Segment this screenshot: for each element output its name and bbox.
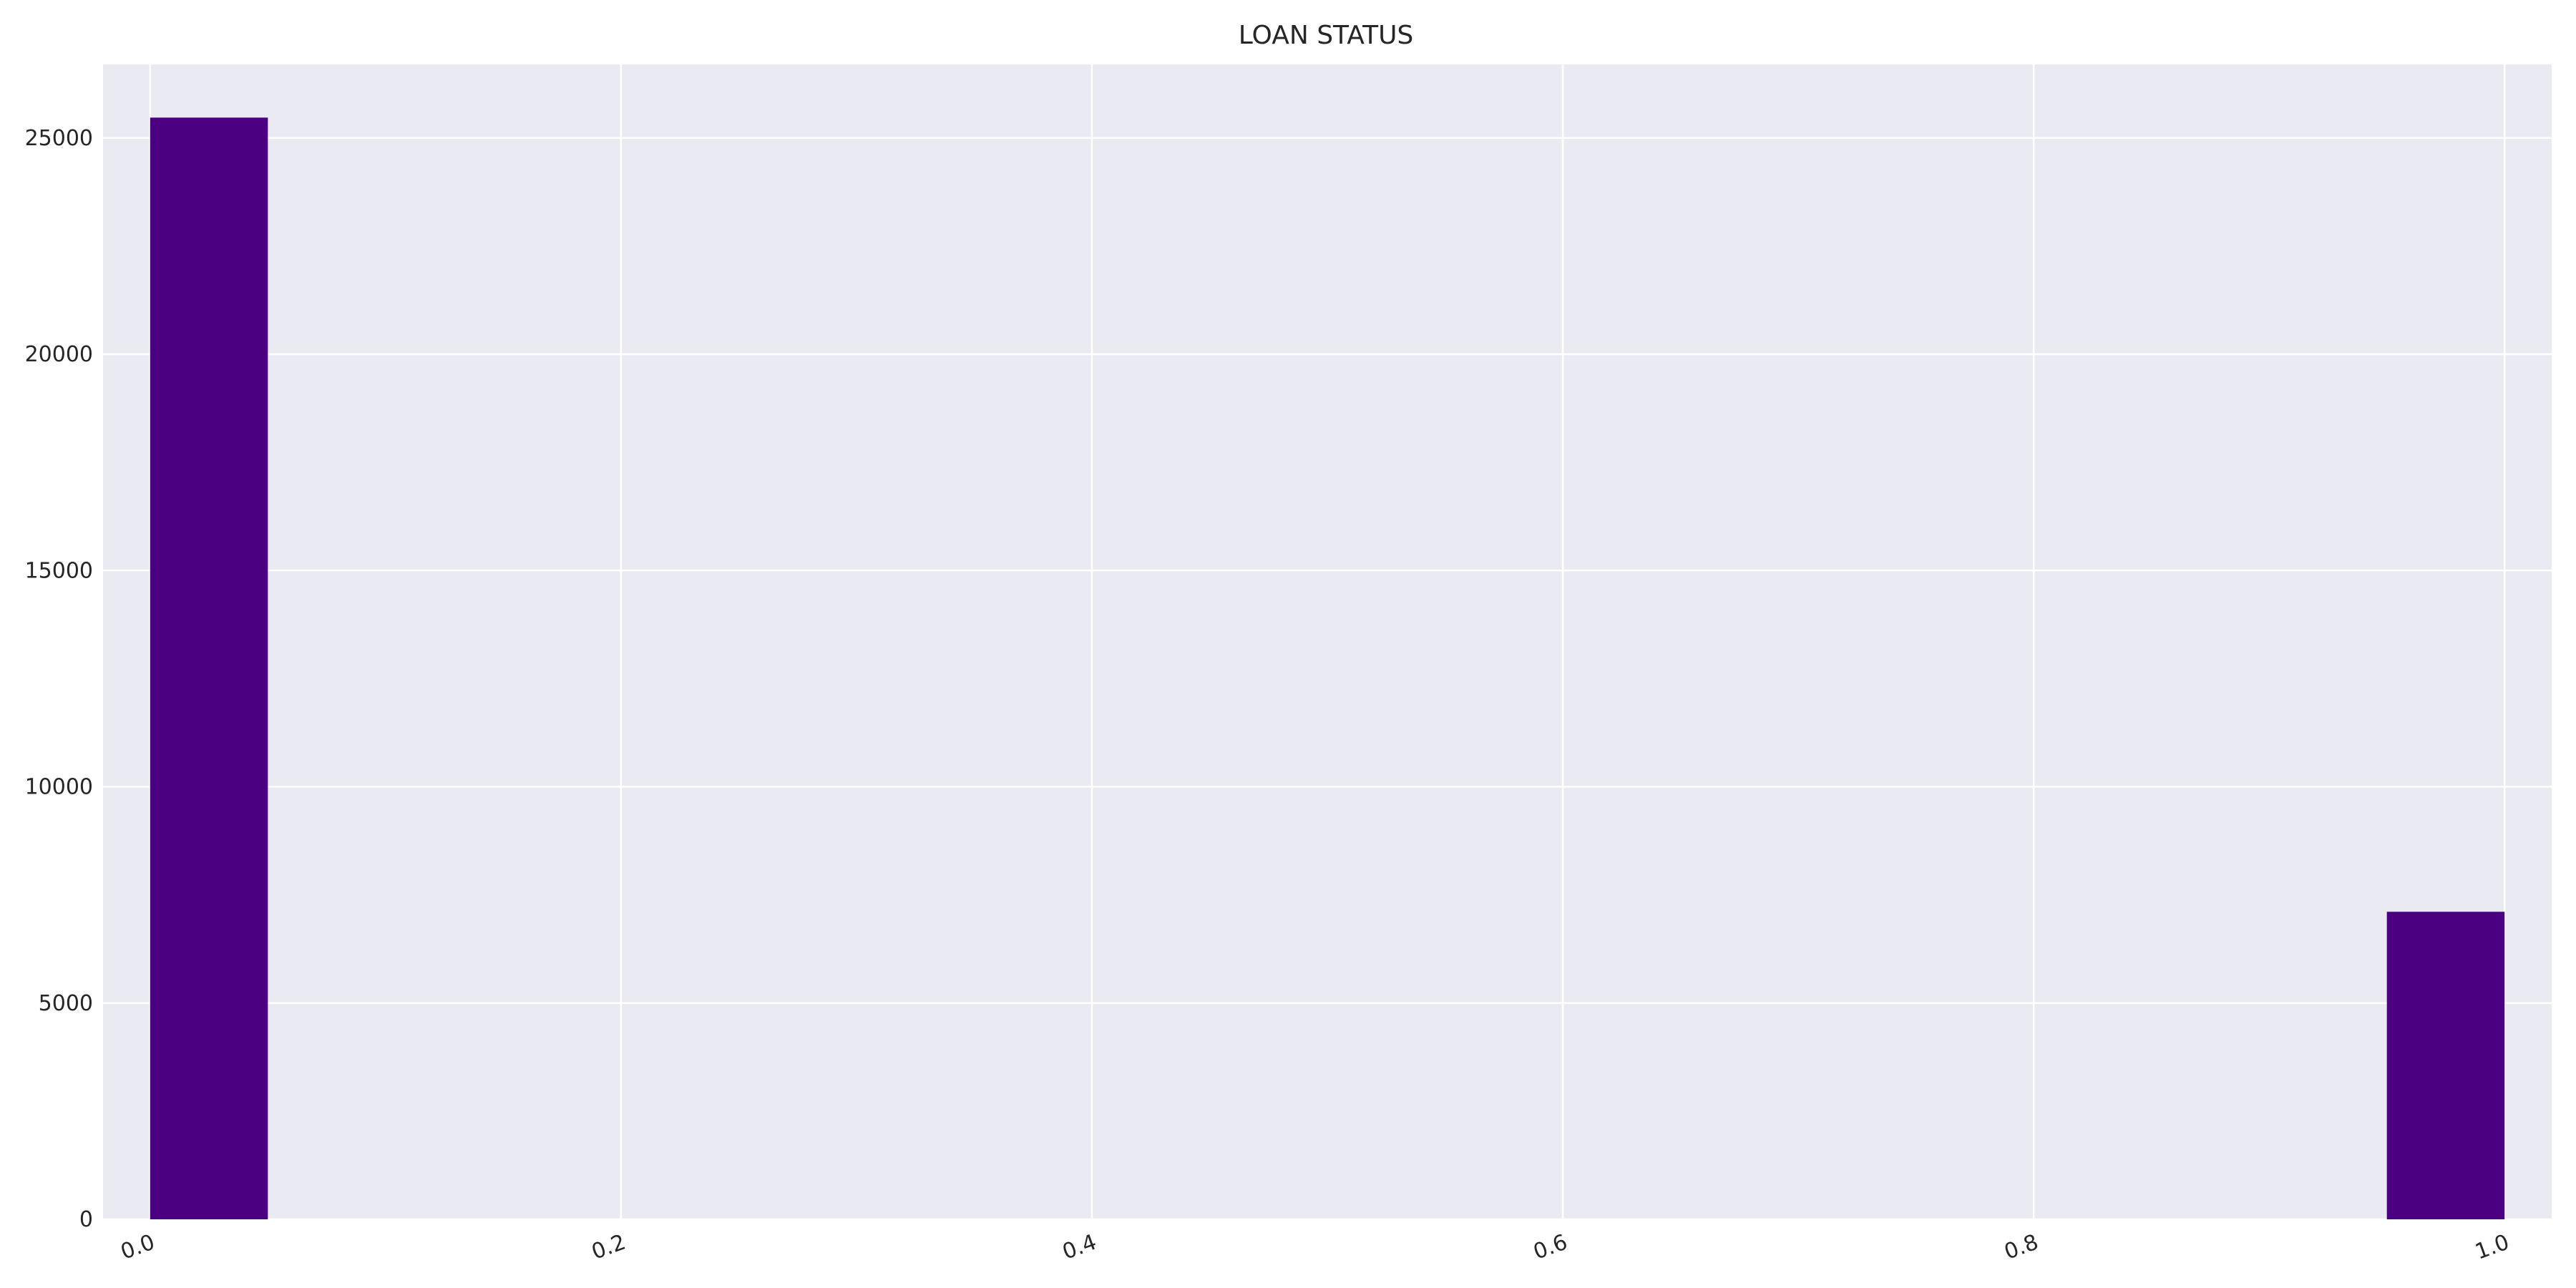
x-tick-label: 0.8: [2001, 1229, 2041, 1264]
y-tick-label: 25000: [25, 126, 93, 151]
x-tick-label: 0.6: [1530, 1229, 1571, 1264]
y-tick-label: 10000: [25, 775, 93, 800]
histogram-bar: [150, 117, 268, 1220]
y-tick-label: 20000: [25, 342, 93, 367]
y-tick-label: 5000: [39, 991, 93, 1016]
x-tick-label: 0.4: [1059, 1229, 1100, 1264]
x-tick-label: 0.0: [117, 1229, 158, 1264]
bars: [150, 117, 2505, 1220]
x-tick-label: 0.2: [588, 1229, 629, 1264]
x-axis-ticks: 0.0 0.2 0.4 0.6 0.8 1.0: [117, 1229, 2512, 1264]
y-axis-ticks: 0 5000 10000 15000 20000 25000: [25, 126, 93, 1232]
y-tick-label: 0: [79, 1207, 93, 1232]
y-tick-label: 15000: [25, 558, 93, 583]
chart-title: LOAN STATUS: [1239, 21, 1414, 50]
histogram-bar: [2386, 912, 2505, 1219]
x-tick-label: 1.0: [2472, 1229, 2513, 1264]
grid-lines: [103, 64, 2552, 1221]
plot-background: [103, 64, 2552, 1219]
